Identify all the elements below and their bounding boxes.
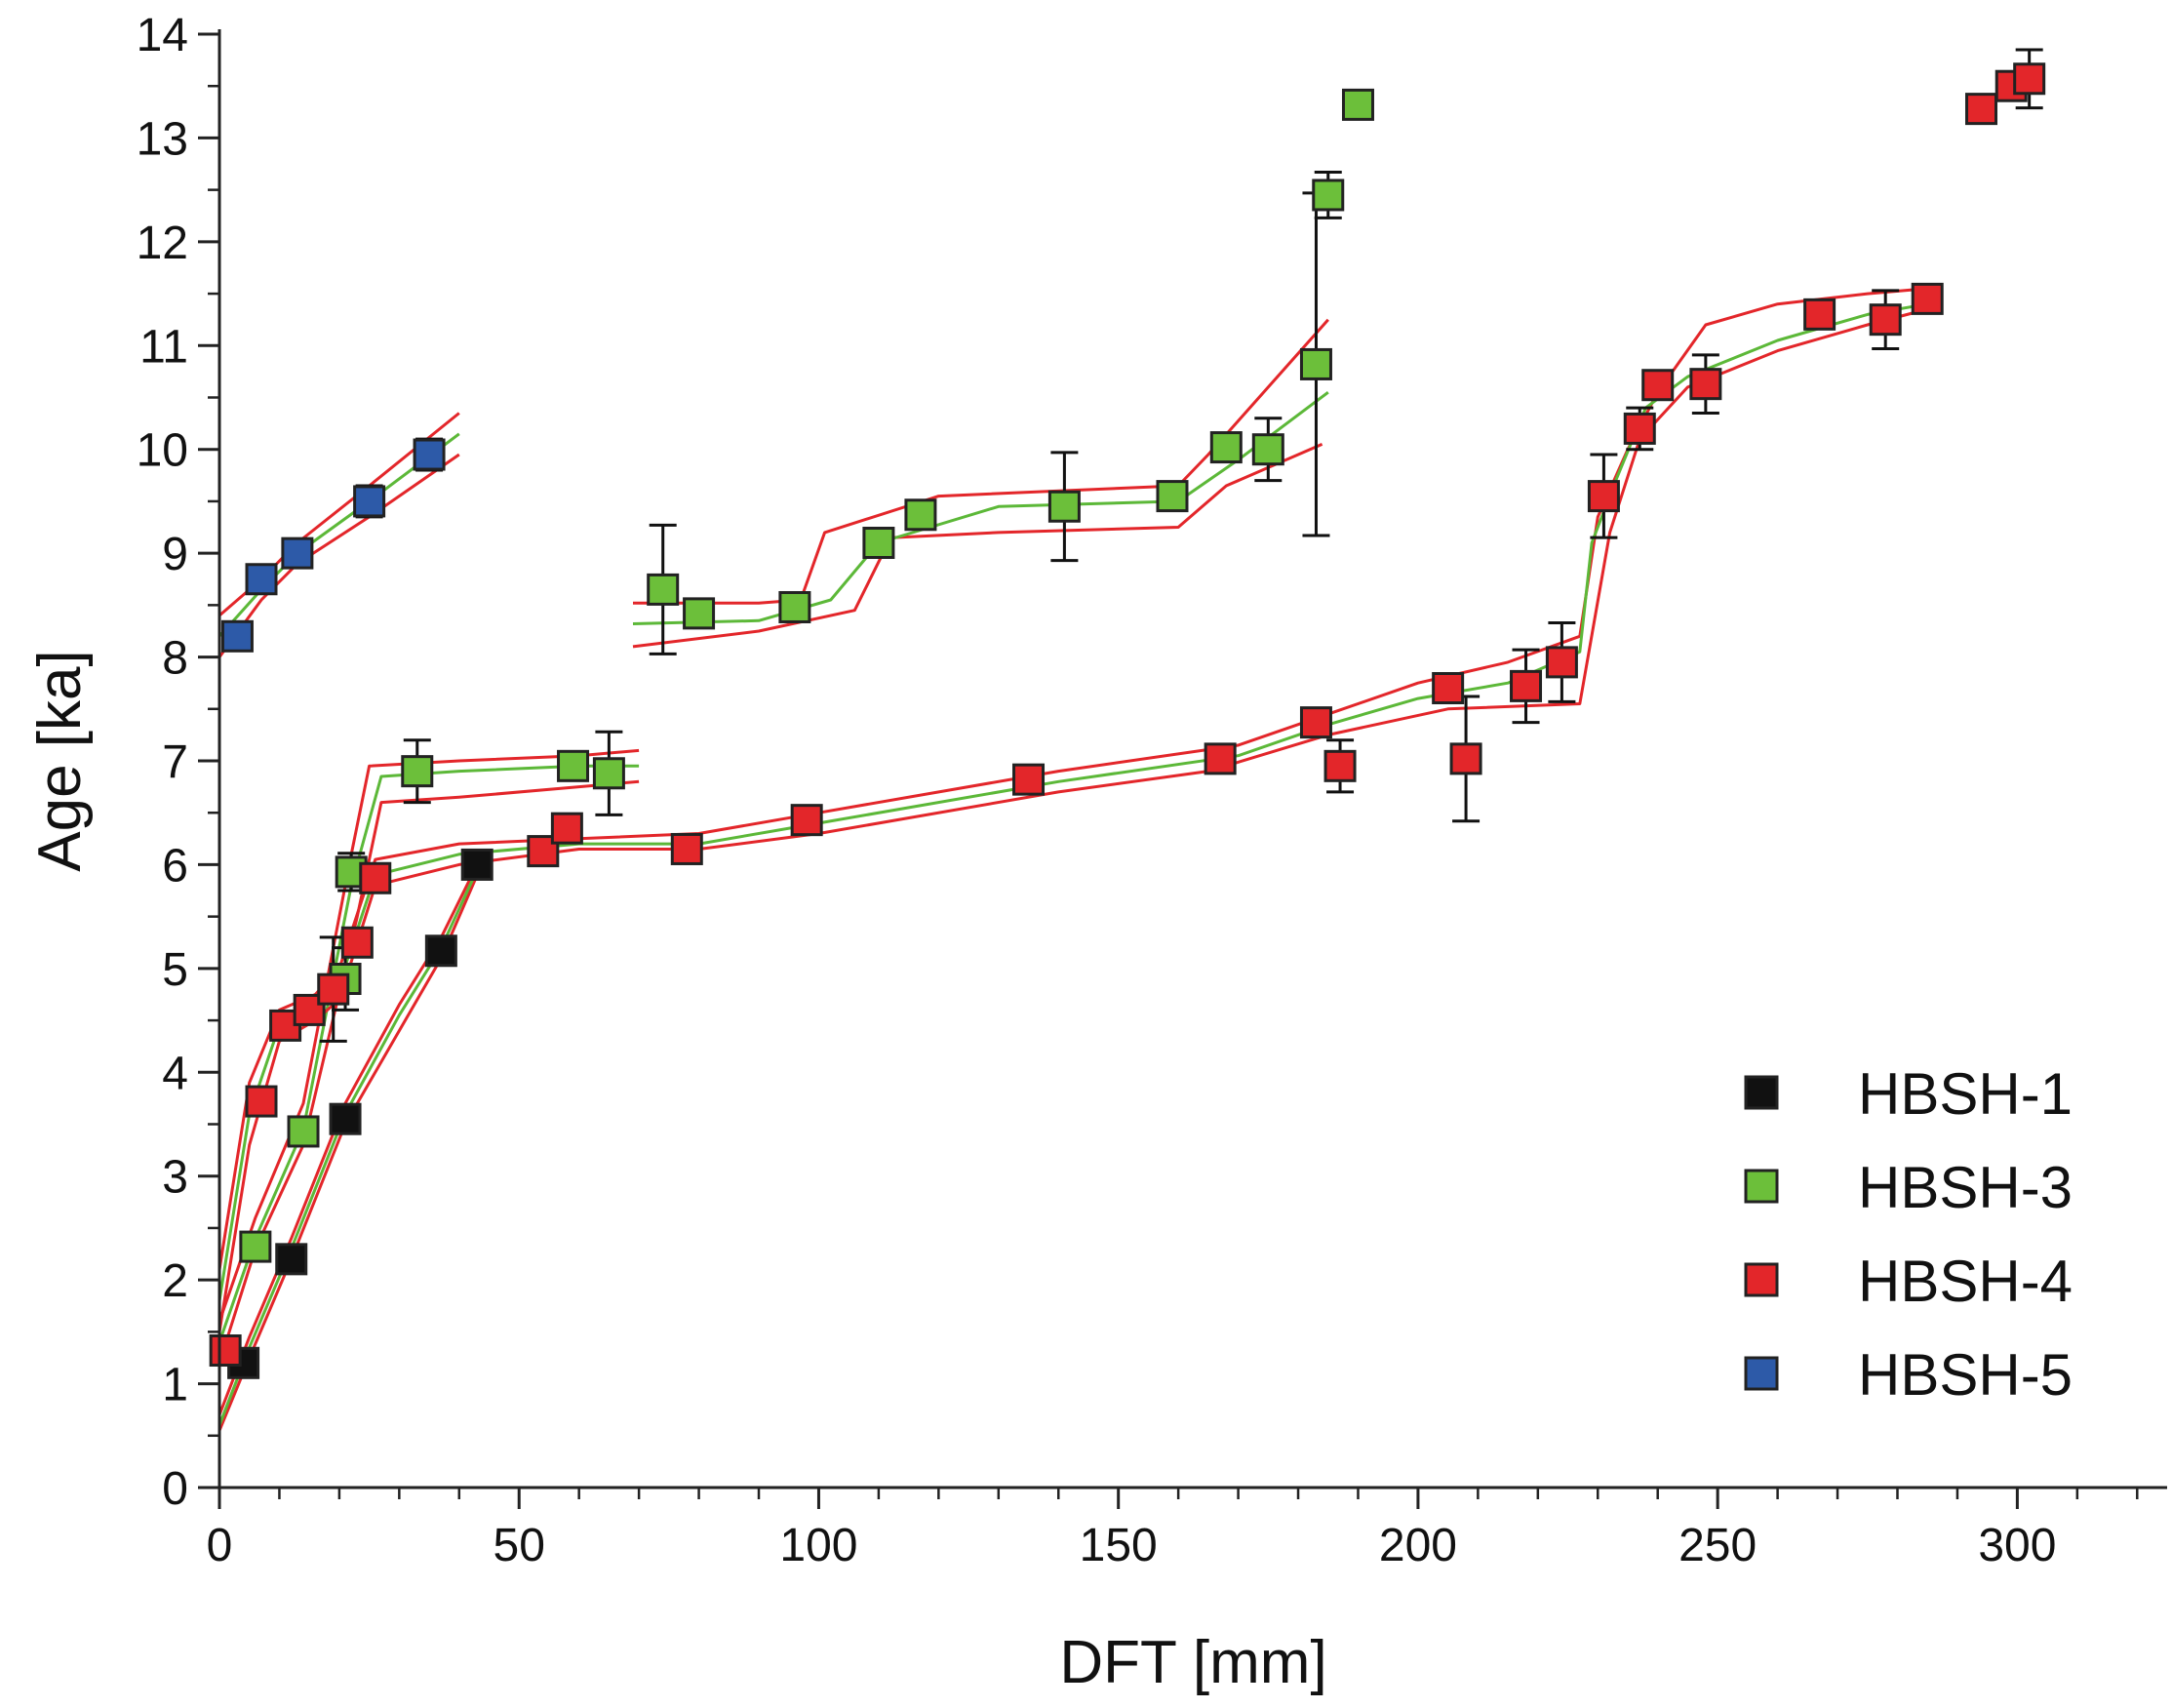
hbsh-3-point — [1251, 433, 1284, 466]
hbsh-4-point — [1803, 298, 1836, 331]
hbsh-4-point — [359, 861, 392, 894]
legend-marker-hbsh-1 — [1744, 1075, 1779, 1110]
hbsh-3-model2-median — [632, 391, 1329, 625]
hbsh-4-point — [1689, 368, 1722, 401]
y-tick-label: 3 — [162, 1152, 188, 1204]
x-tick-label: 50 — [494, 1520, 545, 1571]
y-tick-label: 13 — [137, 113, 188, 165]
hbsh-4-point — [209, 1334, 242, 1368]
hbsh-5-point — [281, 536, 314, 570]
x-tick-label: 0 — [207, 1520, 233, 1571]
hbsh-3-point — [1341, 88, 1374, 121]
hbsh-3-point — [778, 590, 811, 623]
x-tick-label: 100 — [779, 1520, 857, 1571]
hbsh-3-point — [647, 573, 680, 606]
hbsh-3-model2-upper — [633, 318, 1329, 605]
hbsh-1-point — [329, 1102, 362, 1135]
x-tick-label: 200 — [1379, 1520, 1457, 1571]
x-tick-label: 300 — [1978, 1520, 2056, 1571]
hbsh-3-point — [239, 1230, 272, 1263]
y-tick-label: 0 — [162, 1463, 188, 1515]
hbsh-3-point — [862, 527, 895, 559]
x-tick-label: 150 — [1080, 1520, 1158, 1571]
legend-marker-hbsh-5 — [1744, 1356, 1779, 1391]
hbsh-4-point — [1911, 282, 1944, 315]
legend-label-hbsh-3: HBSH-3 — [1858, 1155, 2073, 1220]
hbsh-4-model-lower — [217, 307, 1928, 1332]
hbsh-1-point — [460, 848, 494, 881]
hbsh-1-point — [424, 934, 457, 968]
y-tick-label: 12 — [137, 218, 188, 269]
legend-marker-hbsh-4 — [1744, 1262, 1779, 1297]
hbsh-4-point — [1545, 646, 1578, 679]
hbsh-4-point — [1432, 672, 1465, 704]
hbsh-3-point — [683, 597, 716, 630]
hbsh-4-point — [1299, 706, 1332, 739]
hbsh-4-point — [550, 812, 583, 845]
hbsh-4-point — [317, 973, 350, 1006]
hbsh-3-point — [287, 1115, 320, 1148]
y-tick-label: 2 — [162, 1255, 188, 1307]
hbsh-4-point — [1965, 93, 1998, 126]
legend: HBSH-1 HBSH-3 HBSH-4 HBSH-5 — [1744, 1061, 2073, 1408]
hbsh-3-point — [1156, 480, 1189, 513]
hbsh-1-point — [275, 1243, 308, 1276]
hbsh-4-point — [245, 1085, 278, 1118]
axes — [198, 29, 2167, 1509]
hbsh-3-model2-lower — [632, 443, 1323, 649]
legend-label-hbsh-5: HBSH-5 — [1858, 1342, 2073, 1408]
hbsh-3-point — [1047, 490, 1081, 523]
hbsh-4-point — [340, 926, 374, 959]
hbsh-4-point — [1623, 412, 1656, 445]
hbsh-4-point — [1510, 669, 1543, 702]
hbsh-5-point — [245, 563, 278, 596]
hbsh-4-point — [1012, 763, 1046, 796]
hbsh-4-point — [1641, 369, 1675, 402]
x-axis-title: DFT [mm] — [1059, 1629, 1326, 1696]
hbsh-5-point — [413, 438, 446, 471]
hbsh-3-point — [1312, 179, 1345, 212]
hbsh-3-point — [557, 749, 590, 782]
y-tick-label: 1 — [162, 1360, 188, 1411]
y-tick-label: 4 — [162, 1048, 188, 1099]
y-tick-label: 10 — [137, 425, 188, 477]
hbsh-4-point — [1449, 742, 1482, 775]
y-tick-label: 11 — [139, 321, 188, 373]
hbsh-3-point — [401, 755, 434, 788]
hbsh-4-point — [1587, 480, 1620, 513]
y-tick-label: 14 — [137, 10, 188, 61]
legend-label-hbsh-1: HBSH-1 — [1858, 1061, 2073, 1127]
hbsh-3-point — [1299, 347, 1332, 380]
hbsh-4-point — [1323, 749, 1357, 782]
hbsh-4-point — [790, 804, 823, 837]
y-tick-label: 9 — [162, 529, 188, 580]
hbsh-4-point — [670, 832, 703, 865]
legend-marker-hbsh-3 — [1744, 1169, 1779, 1204]
hbsh-3-point — [1209, 431, 1243, 464]
hbsh-4-point — [1869, 303, 1902, 337]
hbsh-3-point — [592, 757, 625, 790]
y-tick-label: 5 — [162, 944, 188, 996]
data-points — [209, 62, 2046, 1379]
y-axis-title: Age [ka] — [26, 650, 94, 871]
y-tick-label: 6 — [162, 840, 188, 892]
error-bars — [319, 48, 2043, 1043]
y-tick-label: 7 — [162, 736, 188, 788]
legend-label-hbsh-4: HBSH-4 — [1858, 1249, 2073, 1314]
hbsh-5-point — [353, 485, 386, 518]
y-tick-label: 8 — [162, 633, 188, 685]
hbsh-4-point — [1204, 742, 1237, 775]
hbsh-3-model-lower — [217, 779, 640, 1364]
hbsh-4-point — [2013, 62, 2046, 96]
hbsh-5-model-lower — [217, 453, 460, 658]
hbsh-5-point — [220, 619, 254, 653]
hbsh-3-point — [904, 498, 937, 532]
x-tick-label: 250 — [1678, 1520, 1757, 1571]
